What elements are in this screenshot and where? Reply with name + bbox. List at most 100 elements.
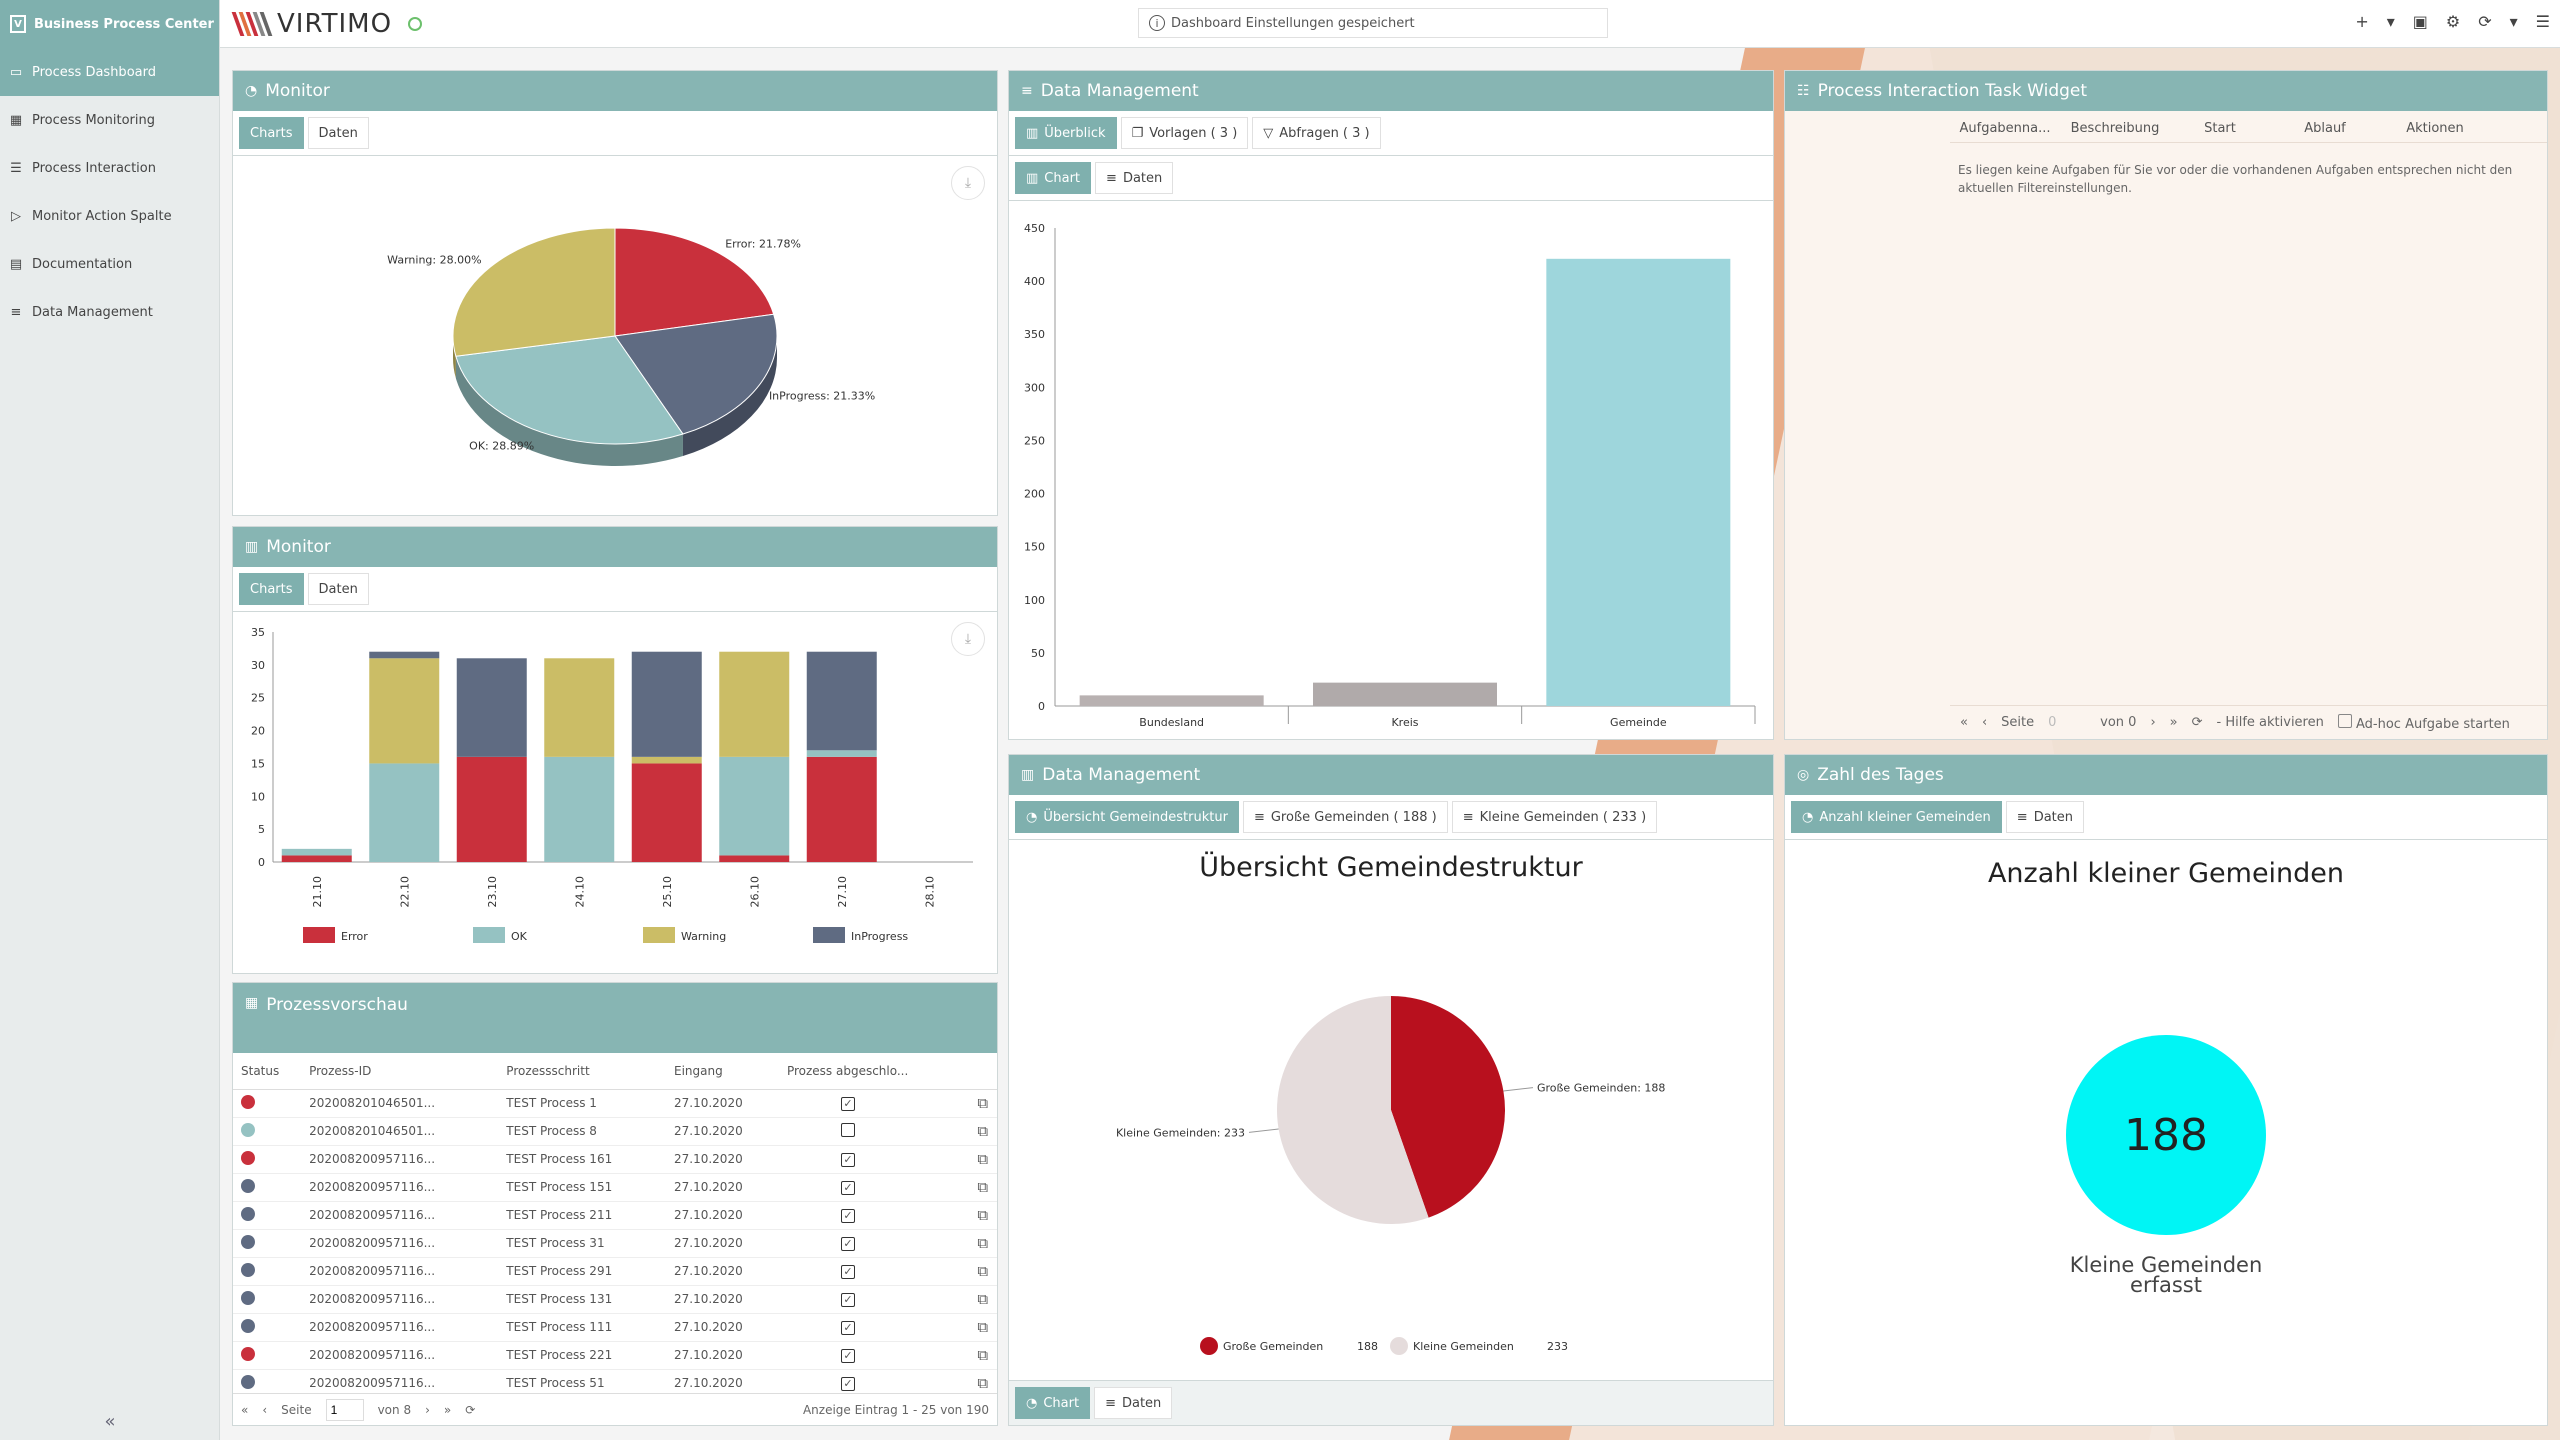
open-external-icon[interactable]: ⧉ xyxy=(977,1122,989,1140)
task-column-header[interactable]: Aktionen xyxy=(2406,121,2464,136)
column-header[interactable]: Prozessschritt xyxy=(498,1053,666,1090)
play-icon: ▷ xyxy=(11,208,21,224)
done-checkbox[interactable]: ✓ xyxy=(840,1264,855,1279)
tab-charts[interactable]: Charts xyxy=(239,117,304,149)
status-cell xyxy=(233,1257,302,1286)
column-header[interactable]: Prozess-ID xyxy=(301,1053,499,1090)
download-icon[interactable]: ⤓ xyxy=(951,622,985,656)
settings-icon[interactable]: ⚙ xyxy=(2445,12,2461,31)
open-external-icon[interactable]: ⧉ xyxy=(977,1318,989,1336)
first-page-icon[interactable]: « xyxy=(241,1402,249,1417)
column-header[interactable]: Eingang xyxy=(666,1053,779,1090)
done-checkbox[interactable]: ✓ xyxy=(840,1292,855,1307)
open-external-icon[interactable]: ⧉ xyxy=(977,1374,989,1392)
page-input[interactable] xyxy=(325,1398,364,1421)
hilfe-toggle[interactable]: - Hilfe aktivieren xyxy=(2216,715,2324,730)
tab-kleine-gemeinden[interactable]: ≡ Kleine Gemeinden ( 233 ) xyxy=(1451,801,1658,833)
table-row[interactable]: 202008201046501... TEST Process 1 27.10.20… xyxy=(233,1089,997,1118)
table-row[interactable]: 202008200957116... TEST Process 291 27.10.… xyxy=(233,1257,997,1286)
open-external-icon[interactable]: ⧉ xyxy=(977,1178,989,1196)
legend-dot xyxy=(1200,1337,1218,1355)
bar-error xyxy=(456,756,527,862)
task-column-header[interactable]: Beschreibung xyxy=(2070,121,2160,136)
subtab-chart[interactable]: ▥ Chart xyxy=(1015,162,1092,194)
tab-charts[interactable]: Charts xyxy=(239,573,304,605)
table-row[interactable]: 202008200957116... TEST Process 51 27.10.2… xyxy=(233,1369,997,1398)
brand-header[interactable]: V Business Process Center xyxy=(0,0,219,48)
menu-icon[interactable]: ☰ xyxy=(2535,12,2550,31)
open-external-icon[interactable]: ⧉ xyxy=(977,1262,989,1280)
save-icon[interactable]: ▣ xyxy=(2412,12,2428,31)
tab-anzahl-kleiner-gemeinden[interactable]: ◔ Anzahl kleiner Gemeinden xyxy=(1791,801,2002,833)
table-row[interactable]: 202008200957116... TEST Process 161 27.10.… xyxy=(233,1145,997,1174)
sidebar-item-data-management[interactable]: ≡ Data Management xyxy=(0,288,219,336)
done-checkbox[interactable]: ✓ xyxy=(840,1236,855,1251)
task-column-header[interactable]: Ablauf xyxy=(2304,121,2346,136)
tab-uebersicht[interactable]: ◔ Übersicht Gemeindestruktur xyxy=(1015,801,1239,833)
refresh-icon[interactable]: ⟳ xyxy=(2191,715,2203,730)
subtab-daten[interactable]: ≡ Daten xyxy=(1095,162,1174,194)
adhoc-checkbox[interactable]: Ad-hoc Aufgabe starten xyxy=(2337,713,2510,732)
open-external-icon[interactable]: ⧉ xyxy=(977,1206,989,1224)
last-page-icon[interactable]: » xyxy=(443,1402,452,1417)
date-cell: 27.10.2020 xyxy=(666,1229,779,1258)
task-column-header[interactable]: Aufgabenna... xyxy=(1959,121,2051,136)
tab-abfragen[interactable]: ▽ Abfragen ( 3 ) xyxy=(1252,117,1381,149)
refresh-user-icon[interactable]: ⟳ xyxy=(2478,12,2492,31)
done-checkbox[interactable]: ✓ xyxy=(840,1208,855,1223)
bottom-tab-daten[interactable]: ≡ Daten xyxy=(1094,1387,1173,1419)
page-input[interactable]: 0 xyxy=(2048,715,2057,730)
sidebar-item-process-dashboard[interactable]: ▭ Process Dashboard xyxy=(0,48,219,96)
user-dropdown-icon[interactable]: ▾ xyxy=(2509,12,2518,31)
open-external-icon[interactable]: ⧉ xyxy=(977,1234,989,1252)
sidebar-item-documentation[interactable]: ▤ Documentation xyxy=(0,240,219,288)
done-checkbox[interactable]: ✓ xyxy=(840,1152,855,1167)
tab-daten[interactable]: ≡ Daten xyxy=(2005,801,2085,833)
status-cell xyxy=(233,1229,302,1258)
sidebar-item-process-interaction[interactable]: ☰ Process Interaction xyxy=(0,144,219,192)
task-pagination: « ‹ Seite 0 von 0 › » ⟳ - Hilfe aktivier… xyxy=(1950,705,2547,739)
table-row[interactable]: 202008200957116... TEST Process 221 27.10.… xyxy=(233,1341,997,1370)
open-cell: ⧉ xyxy=(969,1285,997,1314)
done-checkbox[interactable]: ✓ xyxy=(840,1180,855,1195)
done-checkbox[interactable]: ✓ xyxy=(840,1376,855,1391)
table-row[interactable]: 202008200957116... TEST Process 211 27.10.… xyxy=(233,1201,997,1230)
done-checkbox[interactable]: ✓ xyxy=(840,1096,855,1111)
next-page-icon[interactable]: › xyxy=(2150,715,2156,730)
bottom-tab-chart[interactable]: ◔ Chart xyxy=(1015,1387,1091,1419)
sidebar-item-monitor-action-spalte[interactable]: ▷ Monitor Action Spalte xyxy=(0,192,219,240)
collapse-sidebar-button[interactable]: « xyxy=(104,1411,116,1432)
last-page-icon[interactable]: » xyxy=(2169,715,2178,730)
dropdown-icon[interactable]: ▾ xyxy=(2386,12,2395,31)
tab-ueberblick[interactable]: ▥ Überblick xyxy=(1015,117,1117,149)
tab-daten[interactable]: Daten xyxy=(307,117,369,149)
tab-grosse-gemeinden[interactable]: ≡ Große Gemeinden ( 188 ) xyxy=(1242,801,1448,833)
open-external-icon[interactable]: ⧉ xyxy=(977,1150,989,1168)
refresh-icon[interactable]: ⟳ xyxy=(465,1402,476,1417)
done-checkbox[interactable] xyxy=(840,1122,855,1137)
tab-vorlagen[interactable]: ❐ Vorlagen ( 3 ) xyxy=(1120,117,1249,149)
table-row[interactable]: 202008200957116... TEST Process 131 27.10.… xyxy=(233,1285,997,1314)
download-icon[interactable]: ⤓ xyxy=(951,166,985,200)
prev-page-icon[interactable]: ‹ xyxy=(262,1402,268,1417)
open-external-icon[interactable]: ⧉ xyxy=(977,1346,989,1364)
done-checkbox[interactable]: ✓ xyxy=(840,1320,855,1335)
y-tick-label: 35 xyxy=(251,626,265,639)
first-page-icon[interactable]: « xyxy=(1960,715,1968,730)
column-header[interactable]: Prozess abgeschlo... xyxy=(778,1053,970,1090)
panel-header: ▥ Data Management xyxy=(1009,755,1773,795)
open-external-icon[interactable]: ⧉ xyxy=(977,1290,989,1308)
plus-icon[interactable]: + xyxy=(2355,12,2369,31)
done-checkbox[interactable]: ✓ xyxy=(840,1348,855,1363)
next-page-icon[interactable]: › xyxy=(425,1402,430,1417)
task-column-header[interactable]: Start xyxy=(2204,121,2236,136)
table-row[interactable]: 202008200957116... TEST Process 111 27.10.… xyxy=(233,1313,997,1342)
column-header[interactable]: Status xyxy=(233,1053,302,1090)
table-row[interactable]: 202008200957116... TEST Process 31 27.10.2… xyxy=(233,1229,997,1258)
table-row[interactable]: 202008200957116... TEST Process 151 27.10.… xyxy=(233,1173,997,1202)
open-external-icon[interactable]: ⧉ xyxy=(977,1094,989,1112)
table-row[interactable]: 202008201046501... TEST Process 8 27.10.20… xyxy=(233,1117,997,1146)
prev-page-icon[interactable]: ‹ xyxy=(1981,715,1988,730)
tab-daten[interactable]: Daten xyxy=(307,573,369,605)
sidebar-item-process-monitoring[interactable]: ▦ Process Monitoring xyxy=(0,96,219,144)
